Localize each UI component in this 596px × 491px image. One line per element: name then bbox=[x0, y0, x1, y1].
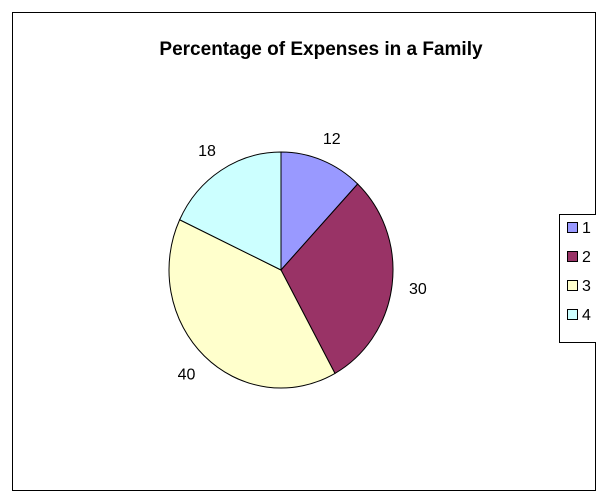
legend-label-2: 2 bbox=[582, 249, 591, 266]
legend-label-4: 4 bbox=[582, 307, 591, 324]
legend-label-3: 3 bbox=[582, 278, 591, 295]
pie-slices bbox=[168, 151, 394, 389]
pie-slice-2 bbox=[280, 183, 394, 375]
legend-box bbox=[559, 214, 596, 343]
pie-slice-3 bbox=[168, 219, 336, 389]
legend-swatch-2 bbox=[567, 251, 578, 262]
legend-label-1: 1 bbox=[582, 220, 591, 237]
legend-swatch-3 bbox=[567, 280, 578, 291]
pie-data-labels: 12 30 40 18 bbox=[178, 131, 427, 384]
pie-slice-4 bbox=[179, 151, 282, 271]
data-label-3: 40 bbox=[178, 367, 196, 384]
data-label-4: 18 bbox=[198, 143, 216, 160]
pie-slice-1 bbox=[280, 151, 359, 272]
data-label-1: 12 bbox=[323, 131, 341, 148]
legend-swatch-1 bbox=[567, 222, 578, 233]
chart-title: Percentage of Expenses in a Family bbox=[159, 39, 483, 60]
legend: 1 2 3 4 bbox=[559, 214, 596, 343]
legend-swatch-4 bbox=[567, 309, 578, 320]
data-label-2: 30 bbox=[409, 281, 427, 298]
